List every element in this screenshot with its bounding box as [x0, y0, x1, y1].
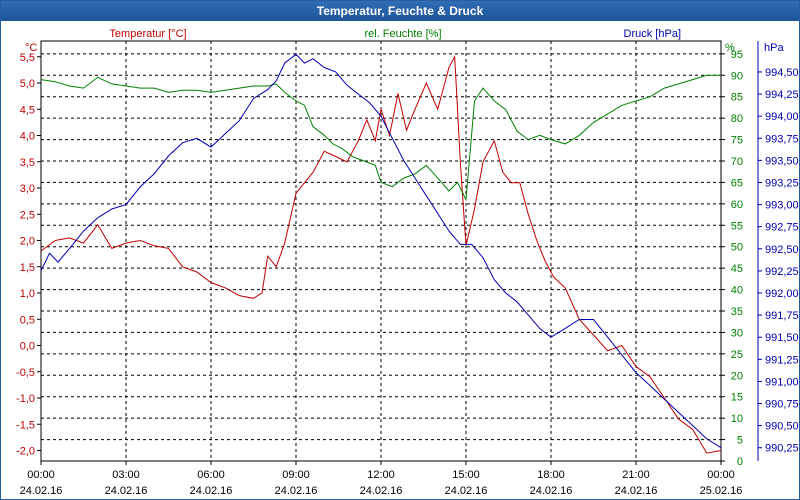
pressure-unit: hPa — [764, 42, 784, 54]
x-tick-date: 24.02.16 — [20, 485, 63, 497]
pressure-tick-label: 992,50 — [765, 244, 799, 256]
humidity-tick-label: 50 — [731, 242, 743, 254]
temperature-tick-label: 5,5 — [20, 52, 35, 64]
x-tick-date: 24.02.16 — [190, 485, 233, 497]
x-tick-time: 15:00 — [452, 469, 480, 481]
x-tick-time: 18:00 — [537, 469, 565, 481]
pressure-tick-label: 991,25 — [765, 354, 799, 366]
humidity-tick-label: 15 — [731, 392, 743, 404]
x-tick-date: 24.02.16 — [530, 485, 573, 497]
temperature-tick-label: -2,0 — [16, 446, 35, 458]
temperature-legend: Temperatur [°C] — [109, 28, 186, 40]
temperature-unit: °C — [25, 42, 37, 54]
x-tick-time: 21:00 — [622, 469, 650, 481]
humidity-tick-label: 20 — [731, 370, 743, 382]
pressure-tick-label: 990,50 — [765, 421, 799, 433]
x-tick-time: 00:00 — [27, 469, 55, 481]
pressure-tick-label: 994,50 — [765, 67, 799, 79]
pressure-tick-label: 992,00 — [765, 288, 799, 300]
humidity-tick-label: 85 — [731, 92, 743, 104]
x-tick-date: 25.02.16 — [700, 485, 743, 497]
pressure-tick-label: 993,50 — [765, 155, 799, 167]
temperature-line — [40, 55, 722, 454]
humidity-tick-label: 75 — [731, 135, 743, 147]
temperature-tick-label: -1,0 — [16, 393, 35, 405]
x-tick-time: 06:00 — [197, 469, 225, 481]
humidity-tick-label: 40 — [731, 285, 743, 297]
x-tick-date: 24.02.16 — [105, 485, 148, 497]
temperature-tick-label: 3,5 — [20, 157, 35, 169]
pressure-tick-label: 993,25 — [765, 177, 799, 189]
humidity-legend: rel. Feuchte [%] — [364, 28, 441, 40]
pressure-tick-label: 993,75 — [765, 133, 799, 145]
humidity-tick-label: 90 — [731, 70, 743, 82]
humidity-tick-label: 65 — [731, 177, 743, 189]
pressure-tick-label: 994,00 — [765, 111, 799, 123]
humidity-tick-label: 25 — [731, 349, 743, 361]
pressure-legend: Druck [hPa] — [624, 28, 681, 40]
humidity-tick-label: 80 — [731, 113, 743, 125]
humidity-tick-label: 10 — [731, 413, 743, 425]
pressure-tick-label: 992,75 — [765, 222, 799, 234]
x-tick-date: 24.02.16 — [275, 485, 318, 497]
x-tick-time: 12:00 — [367, 469, 395, 481]
humidity-tick-label: 60 — [731, 199, 743, 211]
pressure-tick-label: 990,75 — [765, 399, 799, 411]
humidity-tick-label: 45 — [731, 263, 743, 275]
temperature-tick-label: 4,5 — [20, 104, 35, 116]
temperature-tick-label: 2,5 — [20, 209, 35, 221]
window-title: Temperatur, Feuchte & Druck — [1, 1, 799, 21]
temperature-tick-label: -1,5 — [16, 419, 35, 431]
temperature-tick-label: 5,0 — [20, 78, 35, 90]
humidity-tick-label: 5 — [737, 435, 743, 447]
humidity-unit: % — [725, 42, 735, 54]
x-tick-time: 03:00 — [112, 469, 140, 481]
temperature-tick-label: 0,0 — [20, 341, 35, 353]
pressure-tick-label: 991,75 — [765, 310, 799, 322]
humidity-line — [40, 74, 721, 202]
humidity-tick-label: 55 — [731, 220, 743, 232]
temperature-tick-label: 0,5 — [20, 314, 35, 326]
temperature-tick-label: -0,5 — [16, 367, 35, 379]
x-tick-date: 24.02.16 — [445, 485, 488, 497]
temperature-tick-label: 1,5 — [20, 262, 35, 274]
humidity-tick-label: 0 — [737, 456, 743, 468]
humidity-tick-label: 35 — [731, 306, 743, 318]
humidity-tick-label: 95 — [731, 49, 743, 61]
pressure-tick-label: 990,25 — [765, 443, 799, 455]
x-tick-date: 24.02.16 — [360, 485, 403, 497]
humidity-tick-label: 70 — [731, 156, 743, 168]
humidity-tick-label: 30 — [731, 327, 743, 339]
pressure-tick-label: 991,50 — [765, 332, 799, 344]
temperature-tick-label: 4,0 — [20, 131, 35, 143]
pressure-tick-label: 992,25 — [765, 266, 799, 278]
temperature-tick-label: 1,0 — [20, 288, 35, 300]
pressure-tick-label: 991,00 — [765, 376, 799, 388]
x-tick-time: 09:00 — [282, 469, 310, 481]
pressure-tick-label: 993,00 — [765, 200, 799, 212]
temperature-tick-label: 2,0 — [20, 236, 35, 248]
x-tick-date: 24.02.16 — [615, 485, 658, 497]
pressure-line — [40, 53, 722, 449]
x-tick-time: 00:00 — [707, 469, 735, 481]
temperature-tick-label: 3,0 — [20, 183, 35, 195]
pressure-tick-label: 994,25 — [765, 89, 799, 101]
